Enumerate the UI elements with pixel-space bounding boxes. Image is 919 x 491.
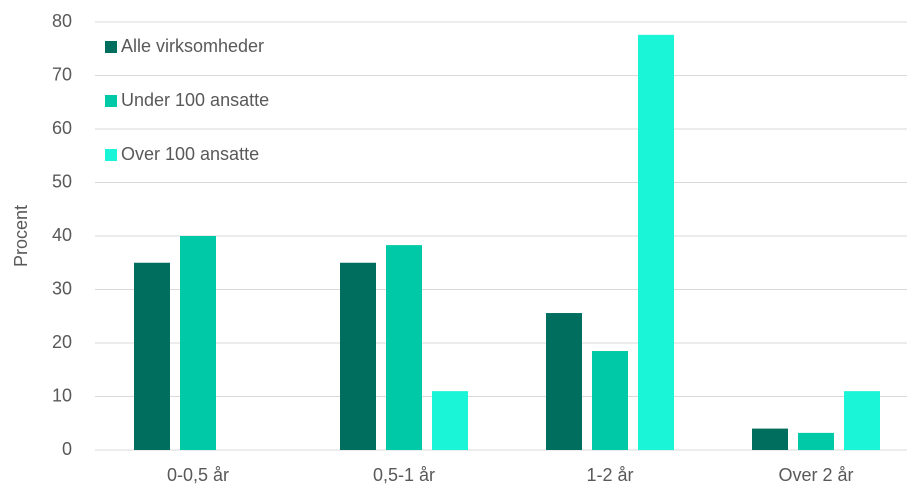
legend-swatch [105,149,117,161]
x-tick-label: Over 2 år [778,465,853,485]
y-tick-label: 0 [62,439,72,459]
bar [340,262,376,450]
bar [592,351,628,450]
bar [798,432,834,450]
bar [180,236,216,450]
bar [844,391,880,450]
bar [546,313,582,450]
x-tick-label: 0,5-1 år [373,465,435,485]
y-tick-label: 10 [52,385,72,405]
y-tick-label: 50 [52,171,72,191]
y-axis-title: Procent [11,205,31,267]
x-tick-label: 0-0,5 år [167,465,229,485]
bar [134,262,170,450]
y-tick-label: 60 [52,118,72,138]
legend-swatch [105,95,117,107]
y-tick-label: 30 [52,278,72,298]
legend-swatch [105,41,117,53]
y-tick-label: 40 [52,225,72,245]
legend-label: Alle virksomheder [121,36,264,56]
bar [752,428,788,450]
bar [386,245,422,450]
bar [638,34,674,451]
legend-label: Over 100 ansatte [121,144,259,164]
legend-label: Under 100 ansatte [121,90,269,110]
bar [432,391,468,450]
y-tick-label: 20 [52,332,72,352]
x-tick-label: 1-2 år [586,465,633,485]
y-tick-label: 70 [52,64,72,84]
y-tick-label: 80 [52,11,72,31]
